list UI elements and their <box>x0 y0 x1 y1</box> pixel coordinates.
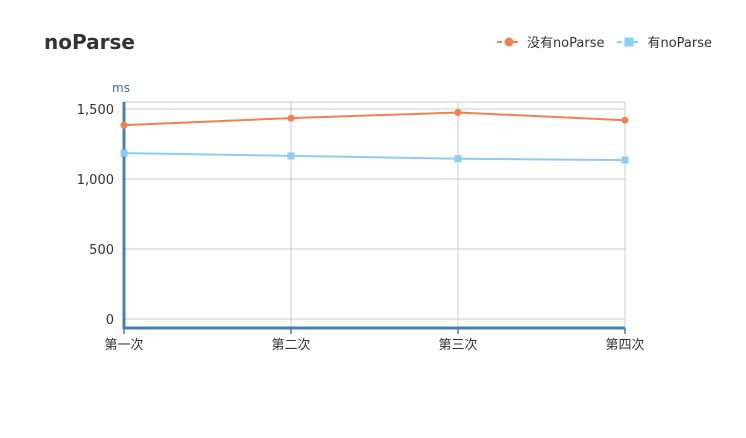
y-axis-label: ms <box>112 81 130 95</box>
y-tick-label: 1,000 <box>77 173 114 188</box>
series-line-0 <box>123 111 626 127</box>
chart-title: noParse <box>44 30 135 54</box>
legend-label-series-0: 没有noParse <box>526 36 605 51</box>
legend-dot-series-0 <box>504 37 514 46</box>
y-tick-label: 500 <box>89 243 114 258</box>
x-tick-label: 第三次 <box>438 337 477 353</box>
legend-item-series-1[interactable]: 有noParse <box>616 32 712 51</box>
legend-marker-series-0 <box>496 37 521 46</box>
x-tick-label: 第四次 <box>605 337 644 353</box>
data-point-series-1[interactable] <box>621 156 629 164</box>
data-point-series-0[interactable] <box>454 109 462 116</box>
y-tick-label: 0 <box>106 313 114 328</box>
legend-label-series-1: 有noParse <box>647 36 712 51</box>
data-point-series-0[interactable] <box>287 114 295 122</box>
legend: 没有noParse 有noParse <box>484 32 712 51</box>
y-tick-label: 1,500 <box>77 103 114 118</box>
plot-frame <box>123 101 626 329</box>
legend-marker-series-1 <box>617 37 642 46</box>
x-tick-label: 第一次 <box>104 337 143 353</box>
data-point-series-1[interactable] <box>454 155 462 163</box>
data-point-series-0[interactable] <box>621 116 629 124</box>
x-tick-label: 第二次 <box>271 337 310 353</box>
legend-square-series-1 <box>624 37 634 46</box>
series-line-1 <box>123 152 626 162</box>
legend-item-series-0[interactable]: 没有noParse <box>496 32 605 51</box>
data-point-series-0[interactable] <box>120 121 128 129</box>
data-point-series-1[interactable] <box>287 152 295 160</box>
data-point-series-1[interactable] <box>120 149 128 157</box>
